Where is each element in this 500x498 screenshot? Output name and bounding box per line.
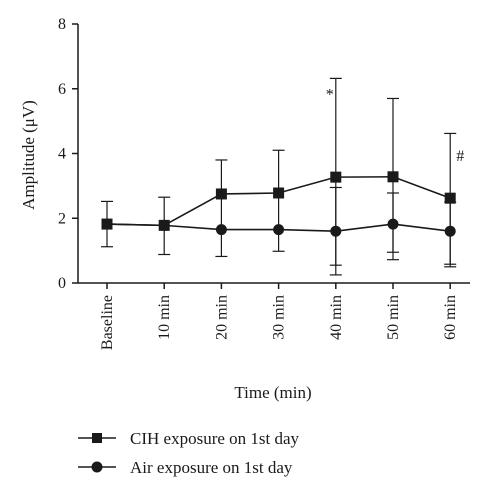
data-point-cih — [273, 187, 285, 199]
data-point-cih — [444, 192, 456, 204]
legend-square-marker — [92, 433, 102, 443]
data-point-air — [215, 224, 227, 236]
markers-layer — [101, 171, 456, 237]
error-bar — [215, 159, 228, 258]
legend-label-cih: CIH exposure on 1st day — [130, 429, 300, 448]
y-tick-label: 8 — [58, 16, 66, 33]
data-point-air — [158, 219, 170, 231]
legend-label-air: Air exposure on 1st day — [130, 458, 293, 477]
data-point-cih — [330, 171, 342, 183]
x-tick-label: 20 min — [213, 295, 230, 340]
data-point-cih — [387, 171, 399, 183]
data-point-air — [444, 225, 456, 237]
legend-item-air: Air exposure on 1st day — [78, 458, 293, 477]
legend-item-cih: CIH exposure on 1st day — [78, 429, 300, 448]
data-point-air — [330, 225, 342, 237]
data-point-cih — [215, 188, 227, 200]
y-tick-label: 2 — [58, 210, 66, 227]
x-tick-label: 10 min — [156, 295, 173, 340]
x-tick-label: Baseline — [99, 295, 116, 350]
legend: CIH exposure on 1st day Air exposure on … — [78, 429, 300, 477]
y-tick-label: 0 — [58, 275, 66, 292]
x-tick-label: 60 min — [442, 295, 459, 340]
error-bar — [272, 149, 285, 252]
significance-annotation: * — [326, 86, 334, 103]
data-point-air — [387, 218, 399, 230]
y-tick-label: 4 — [58, 146, 66, 163]
x-tick-label: 30 min — [271, 295, 288, 340]
x-tick-label: 40 min — [328, 295, 345, 340]
y-axis-title: Amplitude (μV) — [19, 100, 38, 210]
x-tick-label: 50 min — [385, 295, 402, 340]
y-tick-label: 6 — [58, 81, 66, 98]
data-point-air — [101, 218, 113, 230]
axes-layer: 0 2 4 6 8 Baseline 10 min 20 min 30 min 40 min 50 … — [58, 16, 470, 350]
significance-annotation: # — [456, 148, 464, 165]
error-bars-layer — [101, 77, 457, 276]
x-axis-title: Time (min) — [234, 383, 311, 402]
legend-circle-marker — [91, 461, 103, 473]
annotations-layer: *# — [326, 86, 464, 165]
data-point-air — [273, 224, 285, 236]
